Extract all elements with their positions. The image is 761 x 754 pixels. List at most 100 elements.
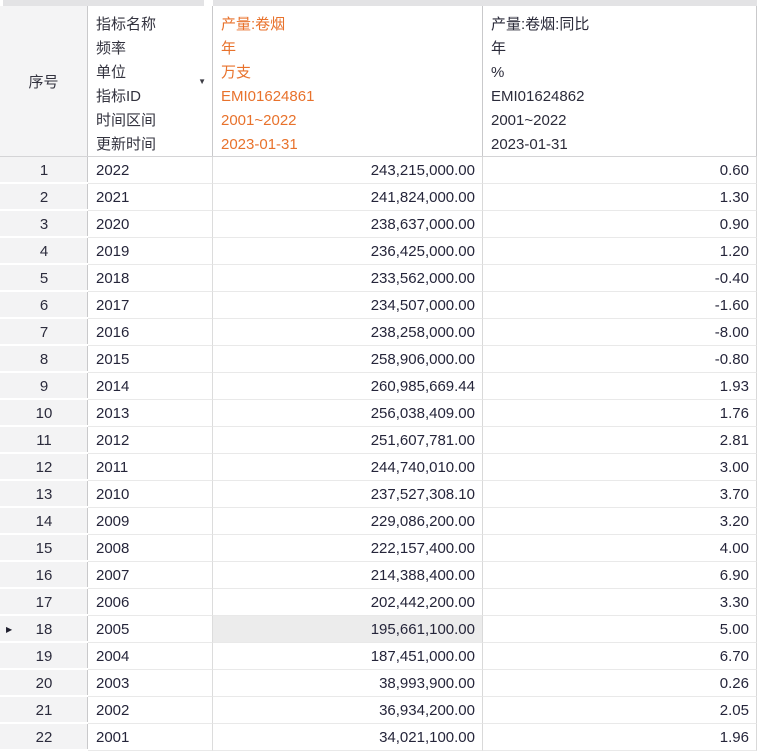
sort-dropdown-icon[interactable]: ▼ <box>198 77 206 86</box>
row-index: 15 <box>35 540 53 557</box>
row-index-cell[interactable]: 16 <box>0 562 88 589</box>
series-2-frequency: 年 <box>491 40 507 57</box>
yoy-value-cell[interactable]: 2.05 <box>483 697 757 724</box>
yoy-value-cell[interactable]: 6.90 <box>483 562 757 589</box>
row-index-cell[interactable]: 1 <box>0 157 88 184</box>
row-index-cell[interactable]: 13 <box>0 481 88 508</box>
year-cell[interactable]: 2011 <box>88 454 213 481</box>
table-row: 16 2007 214,388,400.00 6.90 <box>0 562 757 589</box>
production-value-cell[interactable]: 34,021,100.00 <box>213 724 483 751</box>
production-value-cell[interactable]: 241,824,000.00 <box>213 184 483 211</box>
year-cell[interactable]: 2009 <box>88 508 213 535</box>
production-value-cell[interactable]: 187,451,000.00 <box>213 643 483 670</box>
yoy-value-cell[interactable]: -8.00 <box>483 319 757 346</box>
series-2-header[interactable]: 产量:卷烟:同比 年 % EMI01624862 2001~2022 2023-… <box>483 6 757 156</box>
row-index-cell[interactable]: 7 <box>0 319 88 346</box>
production-value-cell[interactable]: 236,425,000.00 <box>213 238 483 265</box>
yoy-value-cell[interactable]: 0.60 <box>483 157 757 184</box>
year-cell[interactable]: 2004 <box>88 643 213 670</box>
row-index-cell[interactable]: 22 <box>0 724 88 751</box>
year-cell[interactable]: 2014 <box>88 373 213 400</box>
year-cell[interactable]: 2017 <box>88 292 213 319</box>
yoy-value-cell[interactable]: 5.00 <box>483 616 757 643</box>
row-index-cell[interactable]: 20 <box>0 670 88 697</box>
yoy-value-cell[interactable]: 3.20 <box>483 508 757 535</box>
yoy-value-cell[interactable]: 2.81 <box>483 427 757 454</box>
year-cell[interactable]: 2003 <box>88 670 213 697</box>
year-cell[interactable]: 2013 <box>88 400 213 427</box>
row-index-cell[interactable]: 14 <box>0 508 88 535</box>
production-value-cell[interactable]: 233,562,000.00 <box>213 265 483 292</box>
year-cell[interactable]: 2012 <box>88 427 213 454</box>
row-index-cell[interactable]: 2 <box>0 184 88 211</box>
production-value-cell[interactable]: 258,906,000.00 <box>213 346 483 373</box>
year-cell[interactable]: 2010 <box>88 481 213 508</box>
year-cell[interactable]: 2006 <box>88 589 213 616</box>
production-value-cell[interactable]: 244,740,010.00 <box>213 454 483 481</box>
yoy-value-cell[interactable]: -1.60 <box>483 292 757 319</box>
production-value-cell[interactable]: 256,038,409.00 <box>213 400 483 427</box>
row-index-cell[interactable]: 15 <box>0 535 88 562</box>
field-label-column-header[interactable]: 指标名称 频率 单位 指标ID 时间区间 更新时间 ▼ <box>88 6 213 156</box>
row-index-cell[interactable]: 3 <box>0 211 88 238</box>
row-index-cell[interactable]: 11 <box>0 427 88 454</box>
production-value-cell[interactable]: 36,934,200.00 <box>213 697 483 724</box>
row-index-cell[interactable]: 10 <box>0 400 88 427</box>
row-index-cell[interactable]: ▶ 18 <box>0 616 88 643</box>
production-value-cell[interactable]: 260,985,669.44 <box>213 373 483 400</box>
year-cell[interactable]: 2001 <box>88 724 213 751</box>
yoy-value-cell[interactable]: 3.70 <box>483 481 757 508</box>
row-index-cell[interactable]: 9 <box>0 373 88 400</box>
production-value-cell[interactable]: 222,157,400.00 <box>213 535 483 562</box>
series-1-frequency: 年 <box>221 40 237 57</box>
row-index: 10 <box>35 405 53 422</box>
yoy-value-cell[interactable]: 1.30 <box>483 184 757 211</box>
year-cell[interactable]: 2019 <box>88 238 213 265</box>
production-value-cell[interactable]: 202,442,200.00 <box>213 589 483 616</box>
production-value-cell[interactable]: 38,993,900.00 <box>213 670 483 697</box>
production-value-cell[interactable]: 214,388,400.00 <box>213 562 483 589</box>
year-cell[interactable]: 2008 <box>88 535 213 562</box>
year-cell[interactable]: 2021 <box>88 184 213 211</box>
production-value-cell[interactable]: 195,661,100.00 <box>213 616 483 643</box>
production-value-cell[interactable]: 238,637,000.00 <box>213 211 483 238</box>
year-cell[interactable]: 2005 <box>88 616 213 643</box>
year-cell[interactable]: 2015 <box>88 346 213 373</box>
row-index-cell[interactable]: 17 <box>0 589 88 616</box>
yoy-value-cell[interactable]: 3.00 <box>483 454 757 481</box>
year-cell[interactable]: 2007 <box>88 562 213 589</box>
production-value-cell[interactable]: 243,215,000.00 <box>213 157 483 184</box>
row-index-cell[interactable]: 8 <box>0 346 88 373</box>
production-value-cell[interactable]: 229,086,200.00 <box>213 508 483 535</box>
production-value-cell[interactable]: 237,527,308.10 <box>213 481 483 508</box>
yoy-value-cell[interactable]: 1.20 <box>483 238 757 265</box>
row-index-cell[interactable]: 19 <box>0 643 88 670</box>
yoy-value-cell[interactable]: 1.96 <box>483 724 757 751</box>
year-cell[interactable]: 2018 <box>88 265 213 292</box>
yoy-value-cell[interactable]: 4.00 <box>483 535 757 562</box>
production-value-cell[interactable]: 234,507,000.00 <box>213 292 483 319</box>
yoy-value-cell[interactable]: 0.26 <box>483 670 757 697</box>
row-index-cell[interactable]: 4 <box>0 238 88 265</box>
yoy-value-cell[interactable]: 3.30 <box>483 589 757 616</box>
production-value-cell[interactable]: 238,258,000.00 <box>213 319 483 346</box>
yoy-value-cell[interactable]: 0.90 <box>483 211 757 238</box>
yoy-value-cell[interactable]: 6.70 <box>483 643 757 670</box>
row-index-cell[interactable]: 21 <box>0 697 88 724</box>
yoy-value-cell[interactable]: -0.40 <box>483 265 757 292</box>
yoy-value-cell[interactable]: -0.80 <box>483 346 757 373</box>
row-index: 14 <box>35 513 53 530</box>
row-index-cell[interactable]: 6 <box>0 292 88 319</box>
year-cell[interactable]: 2016 <box>88 319 213 346</box>
year-cell[interactable]: 2020 <box>88 211 213 238</box>
row-index-cell[interactable]: 12 <box>0 454 88 481</box>
row-index-cell[interactable]: 5 <box>0 265 88 292</box>
row-index: 6 <box>39 297 49 314</box>
yoy-value-cell[interactable]: 1.76 <box>483 400 757 427</box>
yoy-value-cell[interactable]: 1.93 <box>483 373 757 400</box>
production-value-cell[interactable]: 251,607,781.00 <box>213 427 483 454</box>
year-cell[interactable]: 2022 <box>88 157 213 184</box>
index-column-header[interactable]: 序号 <box>0 6 88 156</box>
series-1-header[interactable]: 产量:卷烟 年 万支 EMI01624861 2001~2022 2023-01… <box>213 6 483 156</box>
year-cell[interactable]: 2002 <box>88 697 213 724</box>
